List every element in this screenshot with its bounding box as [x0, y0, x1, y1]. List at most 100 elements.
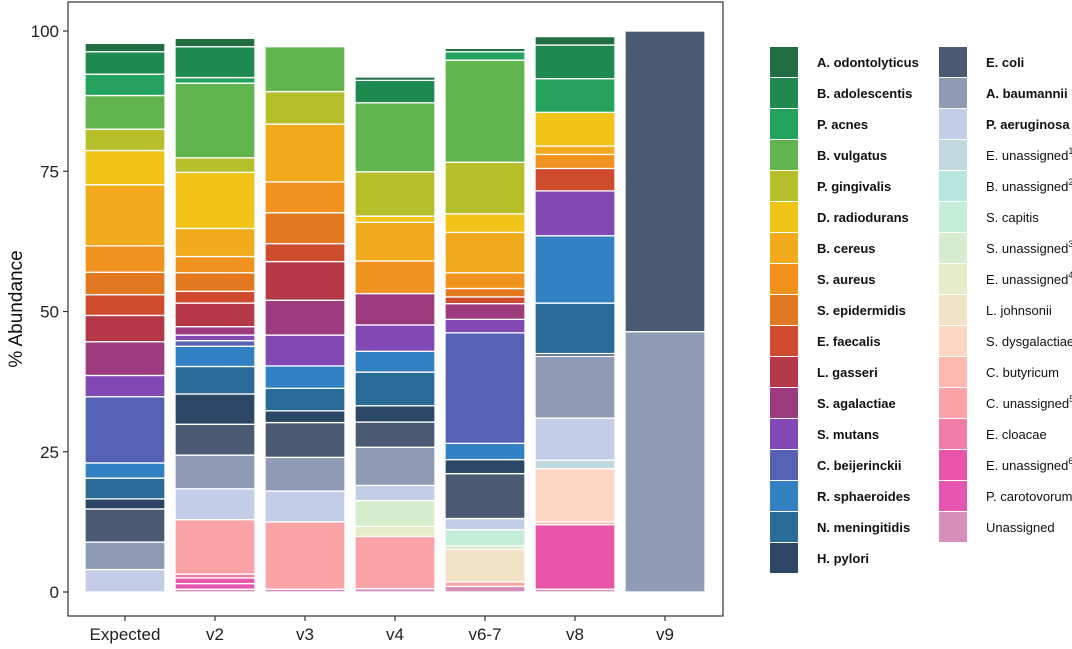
- legend-label-name: B. unassigned: [986, 179, 1068, 194]
- bar-segment: [84, 314, 166, 343]
- legend-swatch: [939, 481, 967, 511]
- legend-label-superscript: 4: [1068, 270, 1072, 280]
- legend-swatch: [939, 109, 967, 139]
- bar-segment: [444, 458, 526, 475]
- legend-label-name: Unassigned: [986, 520, 1055, 535]
- bar-segment: [354, 221, 436, 262]
- bar-segment: [174, 82, 256, 159]
- bar-segment: [534, 153, 616, 170]
- bar-segment: [624, 30, 706, 333]
- bar-segment: [444, 585, 526, 593]
- bar-segment: [264, 365, 346, 390]
- legend-label-superscript: 6: [1068, 456, 1072, 466]
- legend-swatch: [939, 326, 967, 356]
- bar-segment: [444, 318, 526, 334]
- x-tick-label: v4: [386, 625, 404, 644]
- bar-segment: [174, 334, 256, 342]
- legend-swatch: [770, 295, 798, 325]
- x-tick-label: v2: [206, 625, 224, 644]
- bar-segment: [354, 324, 436, 352]
- legend-label: C. butyricum: [986, 365, 1059, 380]
- legend-label-name: S. mutans: [817, 427, 879, 442]
- legend-label: E. coli: [986, 55, 1024, 70]
- legend-label: R. sphaeroides: [817, 489, 910, 504]
- y-tick-label: 50: [40, 303, 59, 322]
- bar-segment: [534, 190, 616, 237]
- x-tick-label: v6-7: [468, 625, 501, 644]
- bar-segment: [174, 423, 256, 456]
- y-tick-label: 25: [40, 443, 59, 462]
- legend-label: D. radiodurans: [817, 210, 909, 225]
- legend-swatch: [770, 140, 798, 170]
- legend-swatch: [939, 78, 967, 108]
- bar-segment: [354, 484, 436, 502]
- legend-label-name: E. unassigned: [986, 272, 1068, 287]
- legend-label-name: L. gasseri: [817, 365, 878, 380]
- legend: A. odontolyticus B. adolescentis P. acnes B…: [770, 47, 1072, 573]
- bar-segment: [264, 410, 346, 424]
- bar-segment: [264, 90, 346, 125]
- bar-segment: [84, 51, 166, 75]
- bar-segment: [84, 477, 166, 500]
- legend-swatch: [770, 47, 798, 77]
- bar-segment: [444, 59, 526, 163]
- bar-segment: [534, 417, 616, 461]
- bar-segment: [534, 459, 616, 470]
- bar-segment: [354, 76, 436, 82]
- legend-label: E. unassigned6: [986, 456, 1072, 473]
- y-axis-title: % Abundance: [6, 250, 27, 367]
- bar-segment: [264, 212, 346, 245]
- legend-label: L. gasseri: [817, 365, 878, 380]
- bar-segment: [534, 145, 616, 156]
- bar-segment: [264, 387, 346, 412]
- legend-label-name: H. pylori: [817, 551, 869, 566]
- bar-segment: [534, 302, 616, 355]
- legend-label: B. vulgatus: [817, 148, 887, 163]
- bar-segment: [444, 161, 526, 215]
- bar-segment: [534, 355, 616, 419]
- legend-label-name: R. sphaeroides: [817, 489, 910, 504]
- legend-label-name: N. meningitidis: [817, 520, 910, 535]
- legend-label: P. aeruginosa: [986, 117, 1070, 132]
- bar-segment: [174, 582, 256, 590]
- bar-segment: [534, 235, 616, 304]
- bar-segment: [264, 490, 346, 523]
- y-tick-label: 75: [40, 162, 59, 181]
- bar-segment: [174, 227, 256, 258]
- legend-label-superscript: 2: [1068, 177, 1072, 187]
- bar-segment: [84, 462, 166, 479]
- legend-label-name: B. adolescentis: [817, 86, 912, 101]
- bar-segment: [174, 393, 256, 425]
- bar-segment: [624, 331, 706, 593]
- bar-segment: [444, 332, 526, 444]
- bar-segment: [534, 467, 616, 523]
- bar-segment: [264, 456, 346, 492]
- legend-label: P. acnes: [817, 117, 868, 132]
- legend-label: C. unassigned5: [986, 394, 1072, 411]
- legend-swatch: [939, 47, 967, 77]
- legend-swatch: [770, 264, 798, 294]
- legend-label: E. unassigned1: [986, 146, 1072, 163]
- legend-label-name: B. vulgatus: [817, 148, 887, 163]
- legend-label: S. dysgalactiae: [986, 334, 1072, 349]
- bar-segment: [354, 371, 436, 407]
- bar-segment: [354, 499, 436, 528]
- bar-segment: [264, 181, 346, 214]
- bar-segment: [84, 184, 166, 247]
- bar-segment: [174, 454, 256, 490]
- legend-label-name: P. acnes: [817, 117, 868, 132]
- bar-segment: [354, 292, 436, 326]
- bar-segment: [84, 73, 166, 97]
- legend-label-name: S. dysgalactiae: [986, 334, 1072, 349]
- legend-swatch: [939, 450, 967, 480]
- y-tick-label: 100: [31, 22, 59, 41]
- bar-segment: [534, 78, 616, 113]
- legend-label: P. carotovorum: [986, 489, 1072, 504]
- legend-swatch: [770, 388, 798, 418]
- bar-segment: [84, 94, 166, 130]
- legend-label: B. adolescentis: [817, 86, 912, 101]
- bar-segment: [444, 272, 526, 290]
- bar-segment: [84, 149, 166, 186]
- bar-segment: [84, 128, 166, 152]
- bar-segment: [174, 577, 256, 585]
